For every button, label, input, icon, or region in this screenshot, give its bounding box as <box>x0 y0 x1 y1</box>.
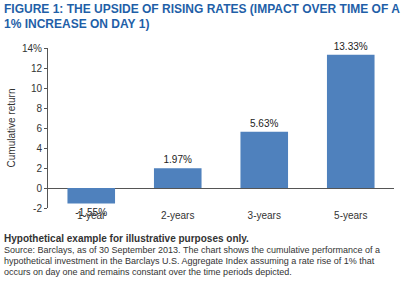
svg-text:-1.55%: -1.55% <box>75 207 107 218</box>
svg-text:1.97%: 1.97% <box>164 154 192 165</box>
svg-text:13.33%: 13.33% <box>334 41 368 52</box>
svg-text:10: 10 <box>31 83 43 94</box>
svg-text:8: 8 <box>36 103 42 114</box>
svg-text:Cumulative return: Cumulative return <box>6 89 17 168</box>
svg-text:-2: -2 <box>33 203 42 214</box>
svg-text:12: 12 <box>31 63 43 74</box>
html-text:Hypothetical example for illus: Hypothetical example for illustrative pu… <box>4 233 249 244</box>
html-text:FIGURE 1: THE UPSIDE OF RISING: FIGURE 1: THE UPSIDE OF RISING RATES (IM… <box>4 2 400 31</box>
svg-text:5-years: 5-years <box>334 210 367 221</box>
svg-text:14%: 14% <box>22 43 42 54</box>
svg-text:3-years: 3-years <box>248 210 281 221</box>
html-text:Source: Barclays, as of 30 Sep: Source: Barclays, as of 30 September 201… <box>4 245 380 277</box>
svg-text:5.63%: 5.63% <box>250 118 278 129</box>
svg-text:4: 4 <box>36 143 42 154</box>
svg-text:2: 2 <box>36 163 42 174</box>
svg-text:6: 6 <box>36 123 42 134</box>
svg-text:2-years: 2-years <box>161 210 194 221</box>
svg-text:0: 0 <box>36 183 42 194</box>
svg-text:1-year: 1-year <box>77 210 106 221</box>
